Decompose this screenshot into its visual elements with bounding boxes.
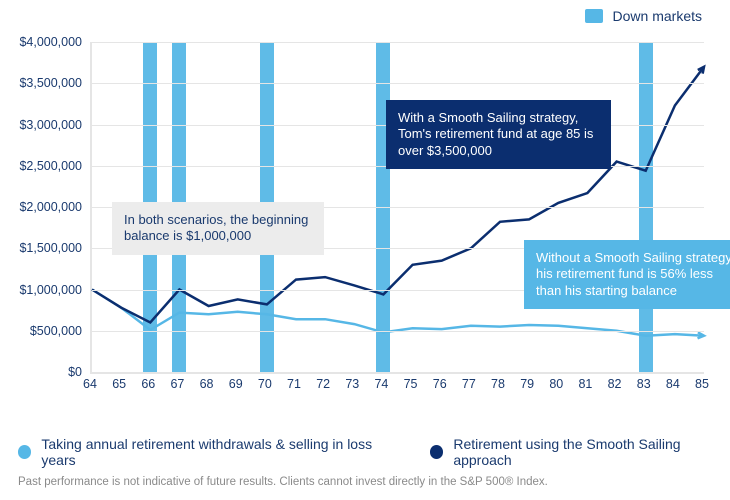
x-axis-label: 67	[170, 377, 184, 391]
y-axis-label: $1,500,000	[2, 241, 82, 255]
disclaimer-text: Past performance is not indicative of fu…	[18, 476, 548, 488]
gridline	[92, 83, 704, 84]
y-axis-label: $2,000,000	[2, 200, 82, 214]
gridline	[92, 331, 704, 332]
x-axis-label: 81	[578, 377, 592, 391]
y-axis-label: $0	[2, 365, 82, 379]
y-axis-label: $500,000	[2, 324, 82, 338]
legend-top-label: Down markets	[613, 8, 702, 24]
callout-dark: With a Smooth Sailing strategy, Tom's re…	[386, 100, 611, 169]
legend-bottom: Taking annual retirement withdrawals & s…	[18, 436, 730, 468]
legend-item-2: Retirement using the Smooth Sailing appr…	[430, 436, 730, 468]
y-axis-label: $4,000,000	[2, 35, 82, 49]
x-axis-label: 72	[316, 377, 330, 391]
x-axis-label: 66	[141, 377, 155, 391]
x-axis-label: 68	[200, 377, 214, 391]
y-axis-label: $2,500,000	[2, 159, 82, 173]
x-axis-label: 85	[695, 377, 709, 391]
x-axis-label: 76	[433, 377, 447, 391]
legend-dot-2	[430, 445, 443, 459]
callout-grey: In both scenarios, the beginning balance…	[112, 202, 324, 255]
x-axis-label: 65	[112, 377, 126, 391]
callout-light: Without a Smooth Sailing strategy, his r…	[524, 240, 730, 309]
plot: In both scenarios, the beginning balance…	[90, 42, 704, 374]
x-axis-label: 73	[345, 377, 359, 391]
x-axis-label: 79	[520, 377, 534, 391]
legend-label-1: Taking annual retirement withdrawals & s…	[41, 436, 394, 468]
x-axis-label: 83	[637, 377, 651, 391]
x-axis-label: 69	[229, 377, 243, 391]
legend-dot-1	[18, 445, 31, 459]
x-axis-label: 84	[666, 377, 680, 391]
x-axis-label: 80	[549, 377, 563, 391]
x-axis-label: 75	[404, 377, 418, 391]
x-axis-label: 77	[462, 377, 476, 391]
down-market-chip	[585, 9, 603, 23]
y-axis-label: $3,000,000	[2, 118, 82, 132]
x-axis-label: 70	[258, 377, 272, 391]
x-axis-label: 82	[608, 377, 622, 391]
y-axis-label: $1,000,000	[2, 283, 82, 297]
gridline	[92, 42, 704, 43]
x-axis-label: 71	[287, 377, 301, 391]
chart-area: In both scenarios, the beginning balance…	[90, 42, 702, 402]
legend-label-2: Retirement using the Smooth Sailing appr…	[453, 436, 730, 468]
legend-item-1: Taking annual retirement withdrawals & s…	[18, 436, 394, 468]
legend-top: Down markets	[585, 8, 702, 24]
x-axis-label: 74	[374, 377, 388, 391]
y-axis-label: $3,500,000	[2, 76, 82, 90]
x-axis-label: 64	[83, 377, 97, 391]
x-axis-label: 78	[491, 377, 505, 391]
